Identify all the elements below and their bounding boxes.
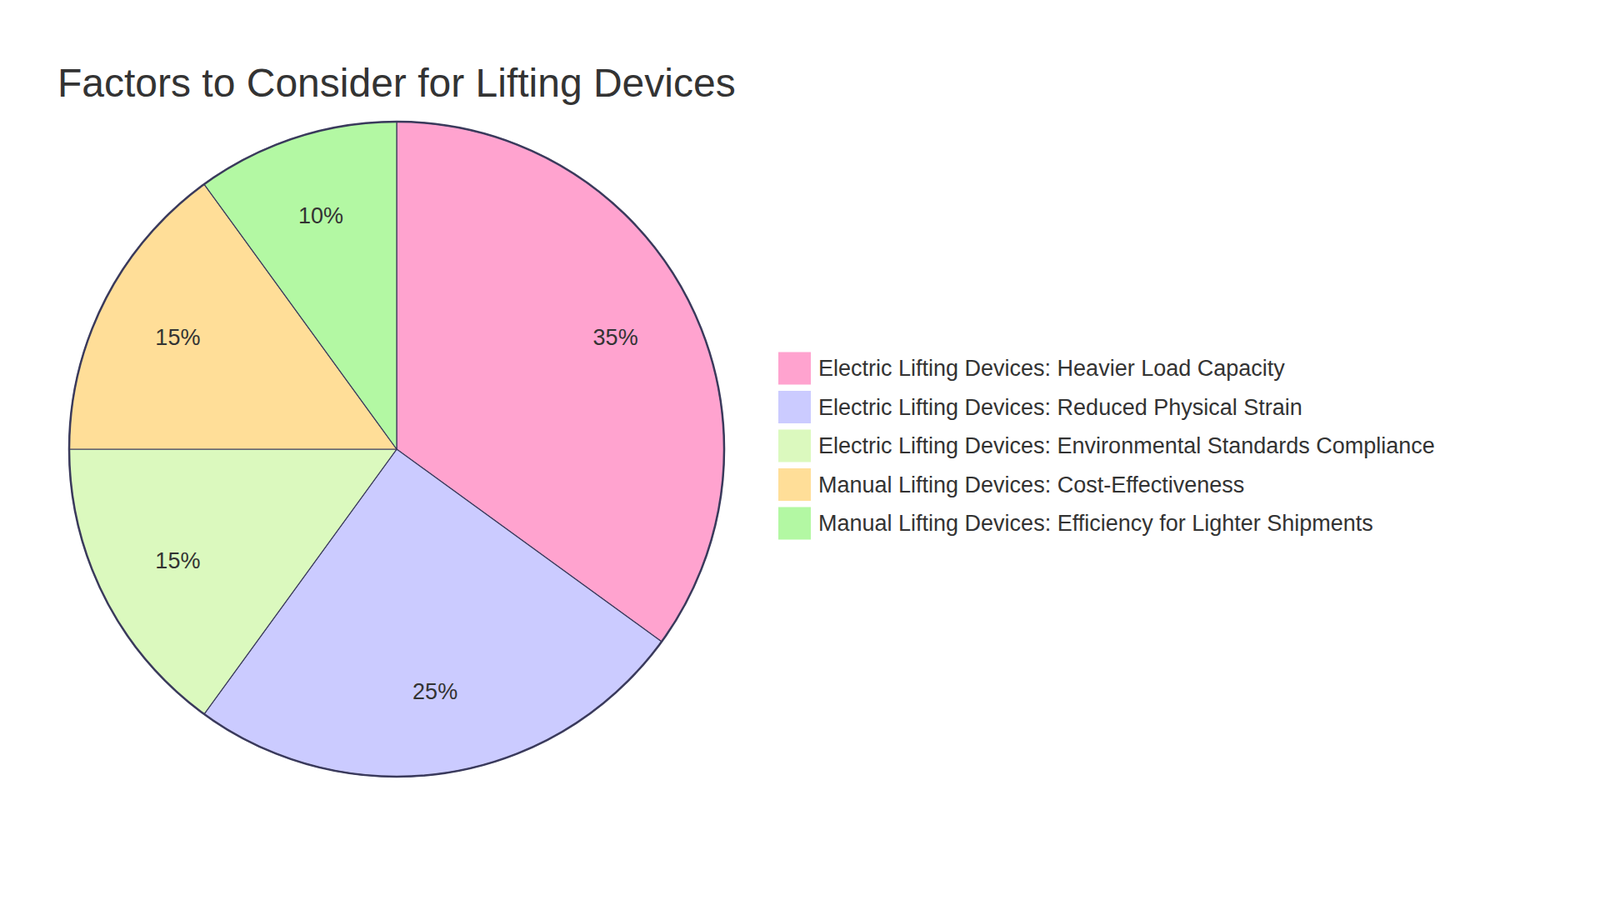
data-label: 25% [412,679,458,705]
data-label: 15% [155,548,200,574]
legend-swatch [778,468,811,501]
pie-outline [69,121,725,777]
legend-label: Electric Lifting Devices: Heavier Load C… [818,355,1285,381]
legend-label: Manual Lifting Devices: Cost-Effectivene… [818,472,1245,498]
legend-swatch [778,507,811,540]
pie-slice [204,121,397,450]
legend-label: Electric Lifting Devices: Reduced Physic… [818,395,1303,420]
chart-title: Factors to Consider for Lifting Devices [57,60,736,105]
data-label: 15% [155,325,200,350]
legend-label: Electric Lifting Devices: Environmental … [818,433,1435,459]
chart: Factors to Consider for Lifting Devices 3… [0,0,1600,900]
legend-swatch [778,352,811,385]
data-label: 10% [298,203,344,229]
pie-slice [69,449,397,715]
legend: Electric Lifting Devices: Heavier Load C… [778,352,1435,540]
legend-swatch [778,390,811,424]
legend-label: Manual Lifting Devices: Efficiency for L… [818,510,1374,536]
pie: 35% 25% 15% 15% 10% [69,121,725,777]
data-label: 35% [593,325,639,350]
legend-swatch [778,430,811,463]
